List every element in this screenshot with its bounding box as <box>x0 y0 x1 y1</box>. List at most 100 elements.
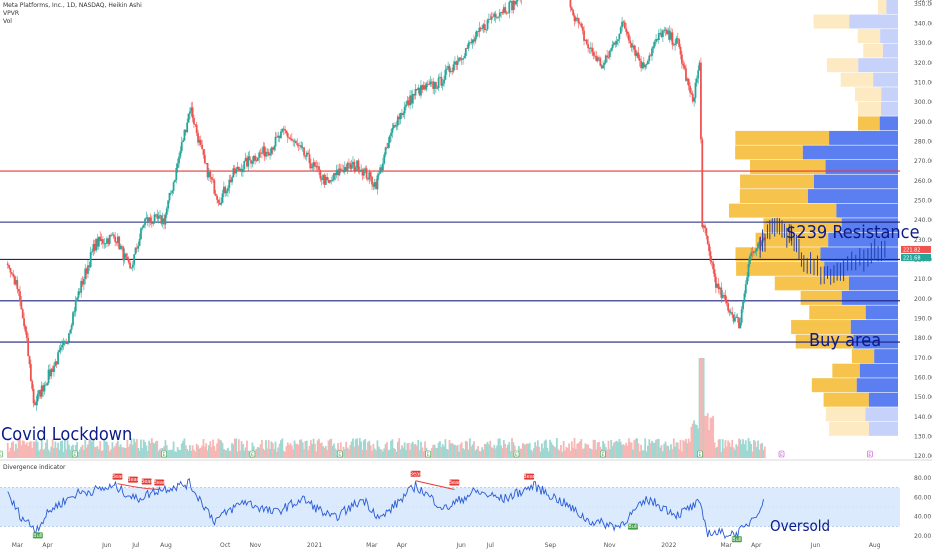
vol-label: Vol <box>3 18 12 25</box>
volume-bar <box>352 438 354 458</box>
volume-bar <box>20 445 23 458</box>
candle-body <box>757 243 759 248</box>
volume-bar <box>236 451 239 458</box>
candle-body <box>656 39 659 41</box>
candle-body <box>227 187 229 192</box>
volume-bar <box>449 443 452 458</box>
candle-body <box>437 77 440 89</box>
candle-body <box>607 56 610 58</box>
candle-body <box>256 157 259 161</box>
candle-body <box>12 273 15 277</box>
volume-profile-down-bar <box>851 349 875 364</box>
volume-bar <box>127 446 130 458</box>
volume-bar <box>361 449 364 458</box>
volume-bar <box>488 444 490 458</box>
signal-badge <box>128 476 139 483</box>
volume-bar <box>202 439 205 458</box>
volume-bar <box>468 438 471 458</box>
volume-bar <box>455 445 458 458</box>
volume-bar <box>53 448 55 458</box>
volume-bar <box>372 443 375 458</box>
candle-body <box>488 18 490 20</box>
volume-bar <box>657 438 660 458</box>
candle-body <box>357 160 360 172</box>
covid-annotation: Covid Lockdown <box>1 424 133 445</box>
volume-bar <box>759 443 762 458</box>
volume-bar <box>572 447 575 458</box>
candle-body <box>740 309 743 323</box>
volume-bar <box>134 442 137 458</box>
candle-body <box>367 178 369 180</box>
volume-profile-up-bar <box>873 72 898 87</box>
candle-body <box>679 46 682 55</box>
candle-body <box>579 23 581 25</box>
volume-bar <box>477 446 479 458</box>
candle-body <box>146 217 149 223</box>
candle-body <box>179 151 182 157</box>
candle-body <box>127 258 130 263</box>
volume-bar <box>735 444 738 458</box>
candle-body <box>315 165 318 168</box>
candle-body <box>626 31 629 35</box>
candle-body <box>727 303 730 311</box>
volume-bar <box>553 446 556 458</box>
candle-body <box>505 12 508 14</box>
price-tick-label: 260.00 <box>914 178 932 185</box>
candle-body <box>31 381 34 389</box>
volume-bar <box>512 442 515 458</box>
candle-body <box>212 178 214 181</box>
candle-body <box>66 341 69 344</box>
volume-bar <box>58 449 61 458</box>
candle-body <box>53 365 55 372</box>
candle-body <box>354 167 357 171</box>
volume-bar <box>157 450 160 458</box>
volume-bar <box>497 438 500 458</box>
candle-body <box>443 79 445 84</box>
volume-bar <box>621 445 623 458</box>
signal-label: Bear <box>410 471 423 477</box>
candle-body <box>183 129 186 141</box>
candle-body <box>305 152 308 157</box>
candle-body <box>316 166 319 168</box>
candle-body <box>91 251 93 253</box>
candle-body <box>6 263 9 266</box>
volume-bar <box>644 438 647 458</box>
candle-body <box>606 55 609 57</box>
osc-tick-label: 60.00 <box>914 494 931 501</box>
volume-profile-up-bar <box>850 320 898 334</box>
volume-bar <box>337 443 339 458</box>
candle-body <box>217 199 220 203</box>
candle-body <box>657 33 660 41</box>
volume-bar <box>141 448 144 458</box>
candle-body <box>96 238 99 247</box>
candle-body <box>666 29 668 35</box>
candle-body <box>290 138 293 141</box>
candle-body <box>498 12 501 17</box>
candle-body <box>671 32 674 45</box>
volume-profile-down-bar <box>735 145 803 160</box>
candle-body <box>410 95 413 104</box>
osc-line <box>7 478 764 540</box>
candle-body <box>364 168 367 170</box>
volume-bar <box>565 446 568 458</box>
volume-bar <box>387 449 390 458</box>
candle-body <box>216 195 218 200</box>
volume-bar <box>406 443 409 458</box>
candle-body <box>203 154 206 163</box>
candle-body <box>235 169 238 174</box>
volume-bar <box>277 447 280 458</box>
candle-body <box>258 152 261 158</box>
volume-bar <box>144 441 146 458</box>
volume-bar <box>576 443 579 458</box>
volume-bar <box>608 449 611 458</box>
candle-body <box>350 164 353 169</box>
volume-bar <box>558 450 561 458</box>
volume-bar <box>131 444 134 458</box>
volume-bar <box>398 438 401 458</box>
volume-profile-down-bar <box>735 130 830 145</box>
volume-bar <box>205 443 208 458</box>
candle-body <box>240 168 243 173</box>
candle-body <box>133 254 136 265</box>
candle-body <box>23 318 25 327</box>
volume-bar <box>543 440 546 458</box>
